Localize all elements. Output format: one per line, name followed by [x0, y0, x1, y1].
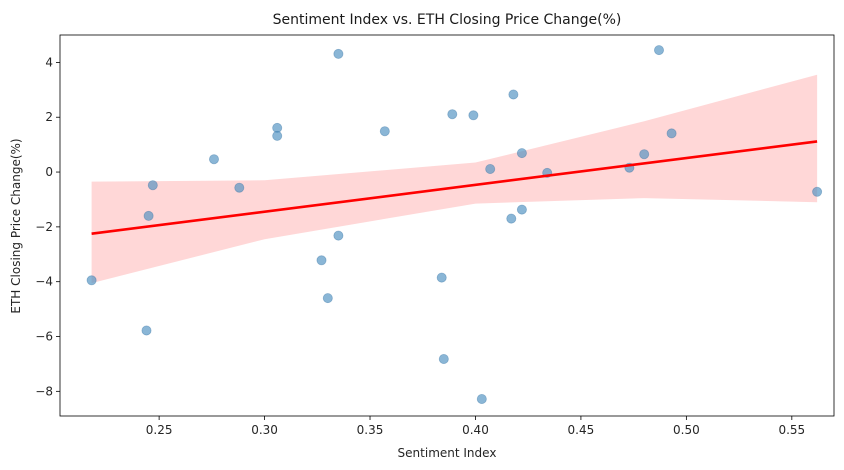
data-point	[506, 213, 517, 224]
data-point	[436, 272, 447, 283]
data-point	[272, 130, 283, 141]
data-point	[654, 45, 665, 56]
x-tick-label: 0.55	[778, 423, 805, 437]
x-axis-ticks: 0.25 0.30 0.35 0.40 0.45 0.50 0.55	[146, 416, 805, 437]
data-point	[468, 110, 479, 121]
data-point	[476, 393, 487, 404]
data-point	[639, 149, 650, 160]
regression-line	[91, 140, 818, 235]
regression-line-layer	[91, 140, 818, 235]
data-point	[208, 154, 219, 165]
confidence-band	[91, 74, 818, 284]
y-axis-label: ETH Closing Price Change(%)	[9, 138, 23, 313]
data-point	[322, 293, 333, 304]
y-tick-label: 4	[45, 55, 53, 69]
data-point	[485, 163, 496, 174]
x-tick-label: 0.25	[146, 423, 173, 437]
y-tick-label: −8	[35, 384, 53, 398]
data-point	[666, 128, 677, 139]
x-tick-label: 0.35	[357, 423, 384, 437]
chart-title: Sentiment Index vs. ETH Closing Price Ch…	[273, 12, 622, 28]
data-point	[516, 148, 527, 159]
data-point	[333, 230, 344, 241]
data-point	[234, 182, 245, 193]
data-point	[438, 353, 449, 364]
x-axis-label: Sentiment Index	[398, 446, 497, 460]
data-point	[86, 275, 97, 286]
x-tick-label: 0.30	[251, 423, 278, 437]
y-tick-label: 0	[45, 165, 53, 179]
data-point	[516, 204, 527, 215]
x-tick-label: 0.45	[568, 423, 595, 437]
data-point	[316, 255, 327, 266]
data-point	[447, 109, 458, 120]
x-tick-label: 0.50	[673, 423, 700, 437]
data-point	[812, 186, 823, 197]
y-tick-label: −2	[35, 220, 53, 234]
data-point	[508, 89, 519, 100]
data-point	[141, 325, 152, 336]
data-point	[143, 210, 154, 221]
y-tick-label: −4	[35, 275, 53, 289]
x-tick-label: 0.40	[462, 423, 489, 437]
confidence-band-layer	[91, 74, 818, 284]
y-axis-ticks: −8 −6 −4 −2 0 2 4	[35, 55, 60, 398]
data-point	[147, 180, 158, 191]
plot-frame	[59, 34, 835, 417]
data-point	[379, 126, 390, 137]
y-tick-label: 2	[45, 110, 53, 124]
data-point	[333, 48, 344, 59]
y-tick-label: −6	[35, 330, 53, 344]
